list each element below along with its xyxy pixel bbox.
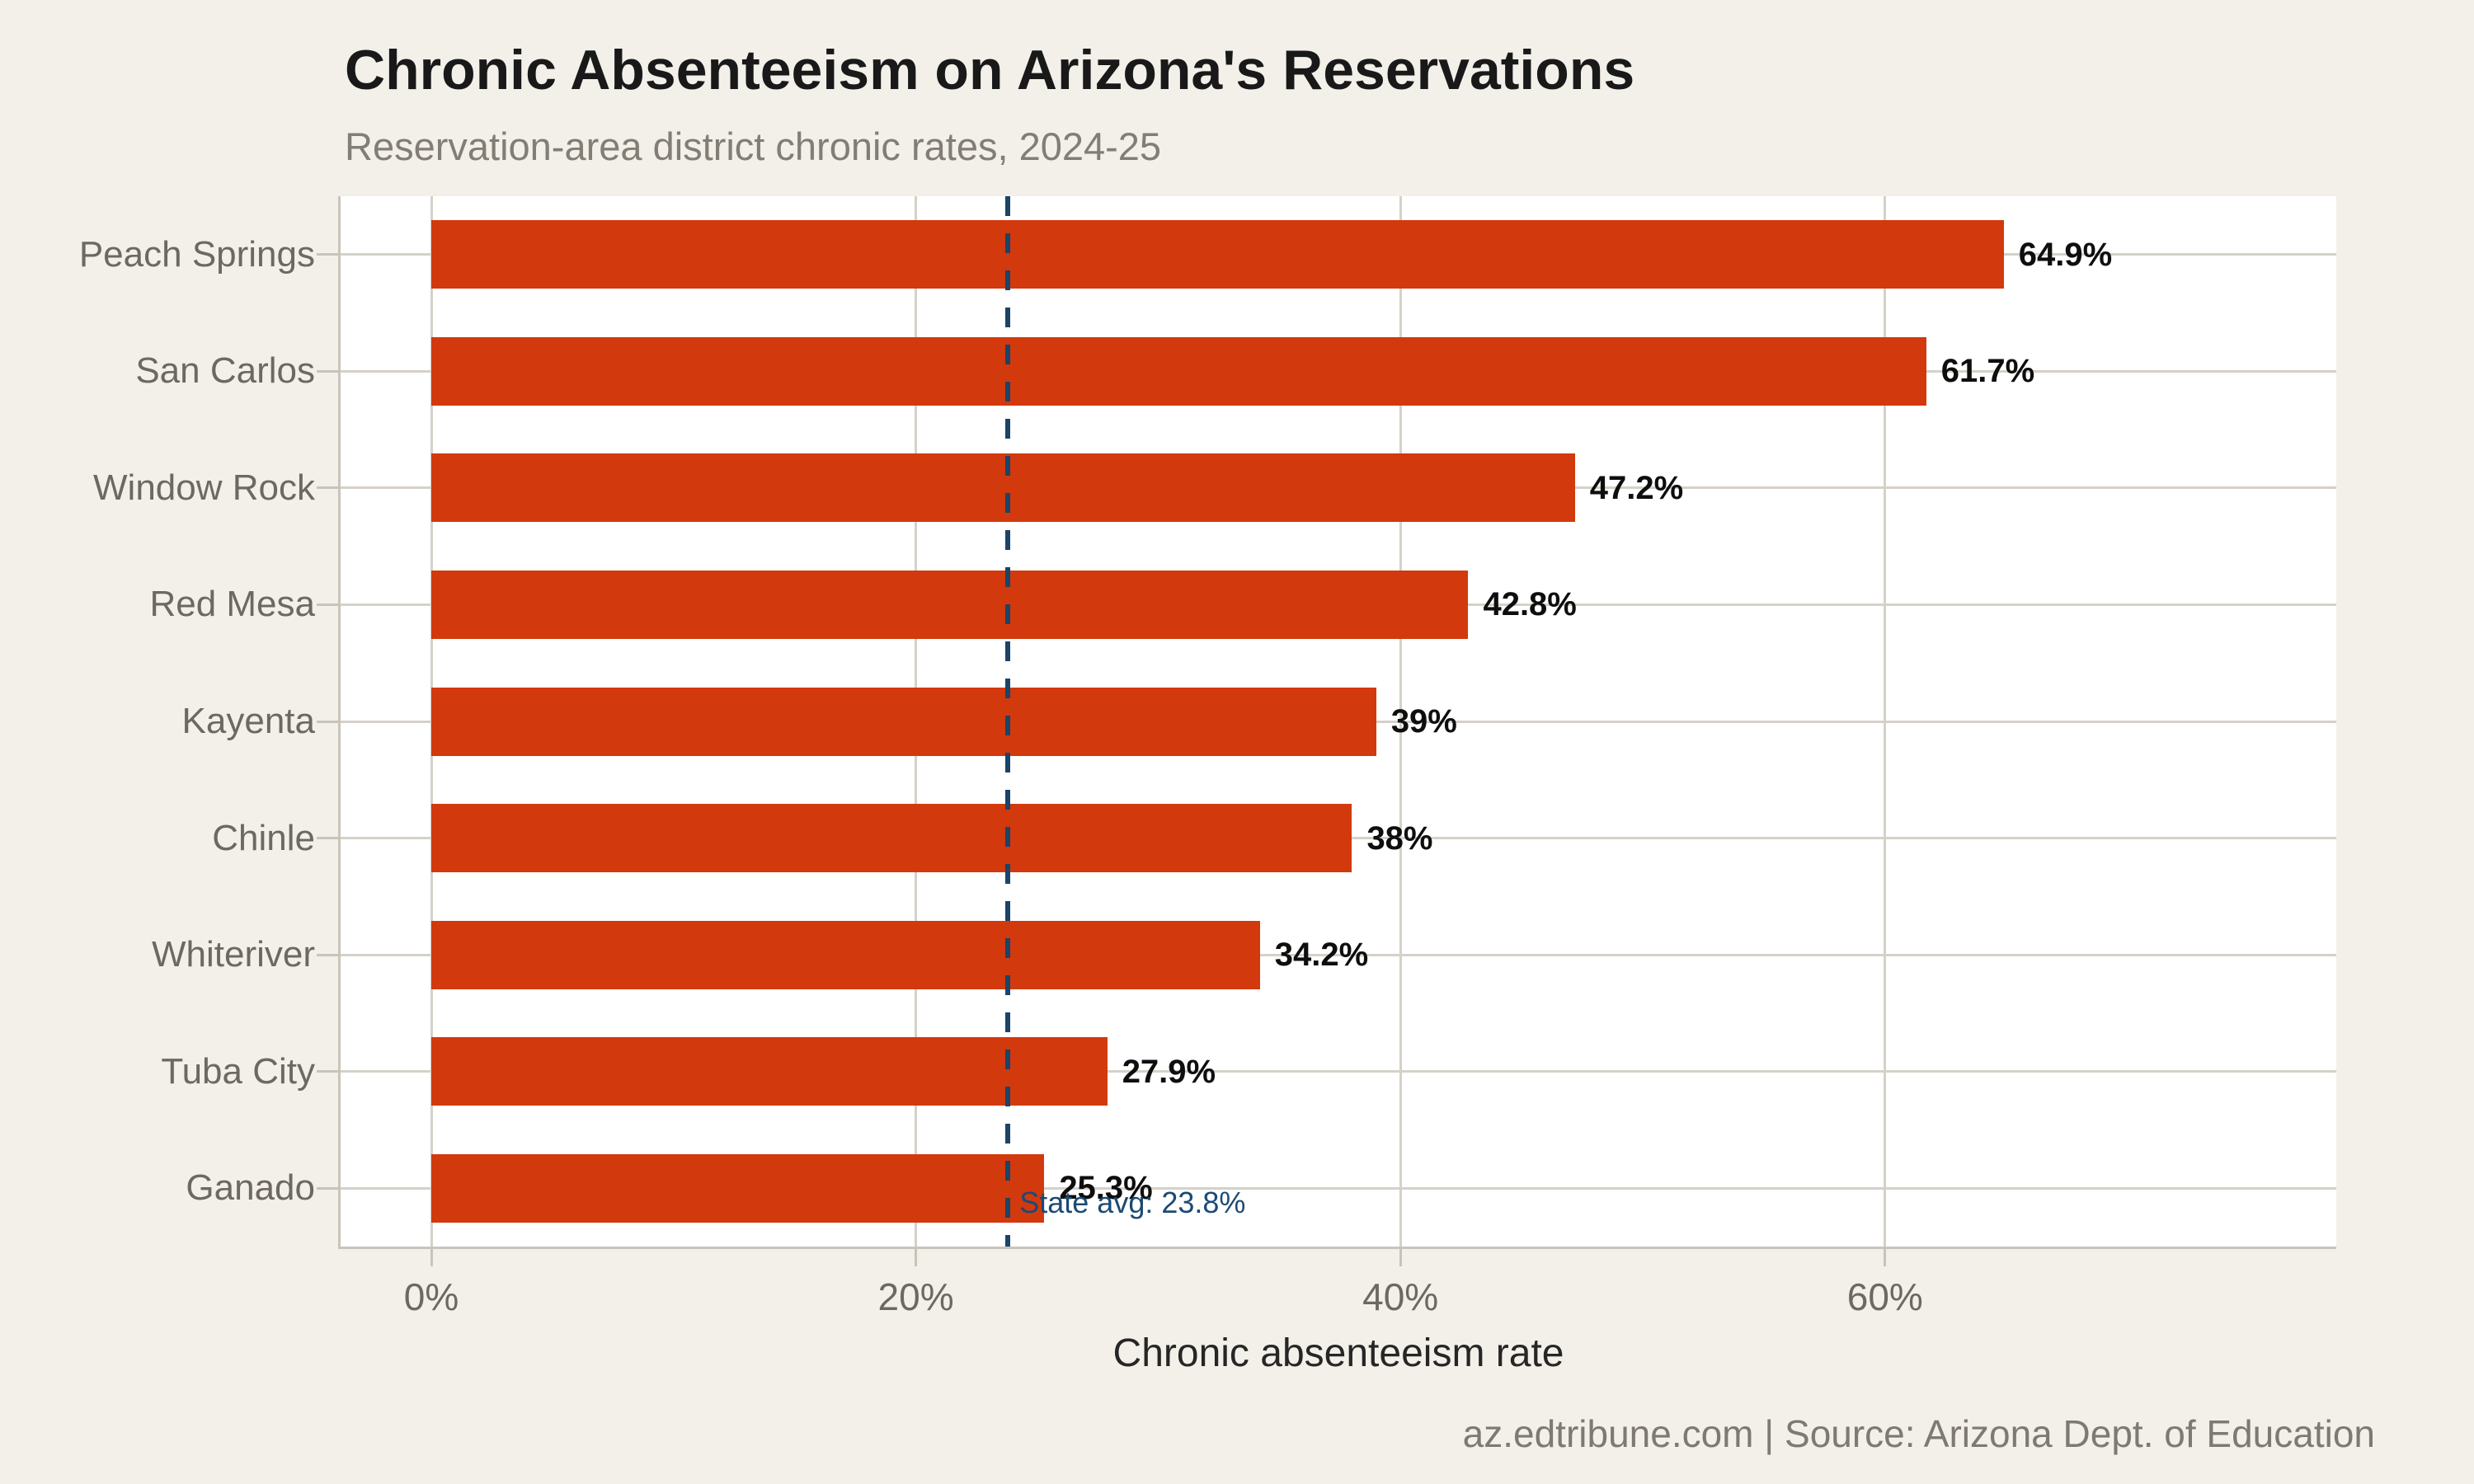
- bar: [431, 687, 1376, 756]
- bar: [431, 570, 1469, 639]
- y-tick-mark: [317, 953, 339, 956]
- category-label: Peach Springs: [78, 233, 315, 275]
- plot-area: 64.9% 61.7% 47.2% 42.8% 39% 38% 34.2% 27.9% 25.3…: [341, 196, 2336, 1247]
- state-average-label: State avg: 23.8%: [1019, 1186, 1246, 1219]
- category-label: Tuba City: [161, 1050, 315, 1092]
- category-label: San Carlos: [135, 350, 315, 392]
- bar: [431, 453, 1575, 523]
- bar-value-label: 64.9%: [2018, 236, 2113, 273]
- chart-subtitle: Reservation-area district chronic rates,…: [345, 124, 1162, 168]
- category-label: Window Rock: [93, 467, 315, 508]
- y-tick-mark: [317, 603, 339, 606]
- y-tick-mark: [317, 1186, 339, 1190]
- bar: [431, 1037, 1108, 1106]
- x-axis-spine: [338, 1247, 2336, 1249]
- bar: [431, 1153, 1045, 1223]
- x-tick-mark: [915, 1247, 918, 1266]
- bar-value-label: 38%: [1366, 819, 1433, 857]
- state-average-line: [1005, 196, 1011, 1247]
- bar: [431, 804, 1352, 873]
- bar-value-label: 39%: [1390, 703, 1457, 740]
- bar-value-label: 27.9%: [1122, 1053, 1216, 1090]
- bar-value-label: 42.8%: [1483, 586, 1577, 623]
- y-tick-mark: [317, 837, 339, 840]
- x-tick-mark: [1884, 1247, 1887, 1266]
- grid-line-horizontal: [341, 1186, 2336, 1190]
- x-tick-label: 0%: [403, 1275, 459, 1318]
- source-attribution: az.edtribune.com | Source: Arizona Dept.…: [1462, 1412, 2375, 1455]
- bar: [431, 920, 1260, 989]
- x-axis-title: Chronic absenteeism rate: [1112, 1331, 1564, 1375]
- category-label: Chinle: [212, 817, 315, 858]
- y-tick-mark: [317, 1070, 339, 1073]
- bar-value-label: 61.7%: [1940, 353, 2035, 390]
- category-label: Whiteriver: [151, 934, 315, 975]
- bar-value-label: 25.3%: [1059, 1170, 1153, 1207]
- category-label: Red Mesa: [149, 584, 315, 625]
- category-label: Kayenta: [181, 701, 315, 741]
- y-tick-mark: [317, 486, 339, 490]
- y-tick-mark: [317, 369, 339, 373]
- y-axis-spine: [338, 196, 341, 1249]
- x-tick-mark: [1399, 1247, 1402, 1266]
- y-tick-mark: [317, 720, 339, 723]
- bar-value-label: 34.2%: [1274, 937, 1369, 974]
- x-tick-mark: [430, 1247, 433, 1266]
- x-tick-label: 20%: [877, 1275, 954, 1318]
- category-label: Ganado: [186, 1167, 315, 1209]
- chart-title: Chronic Absenteeism on Arizona's Reserva…: [345, 39, 1635, 101]
- x-tick-label: 40%: [1362, 1275, 1439, 1318]
- grid-line-horizontal: [341, 953, 2336, 956]
- bar: [431, 220, 2004, 289]
- x-tick-label: 60%: [1846, 1275, 1923, 1318]
- bar-value-label: 47.2%: [1589, 469, 1684, 506]
- grid-line-horizontal: [341, 1070, 2336, 1073]
- bar: [431, 336, 1926, 406]
- y-tick-mark: [317, 253, 339, 256]
